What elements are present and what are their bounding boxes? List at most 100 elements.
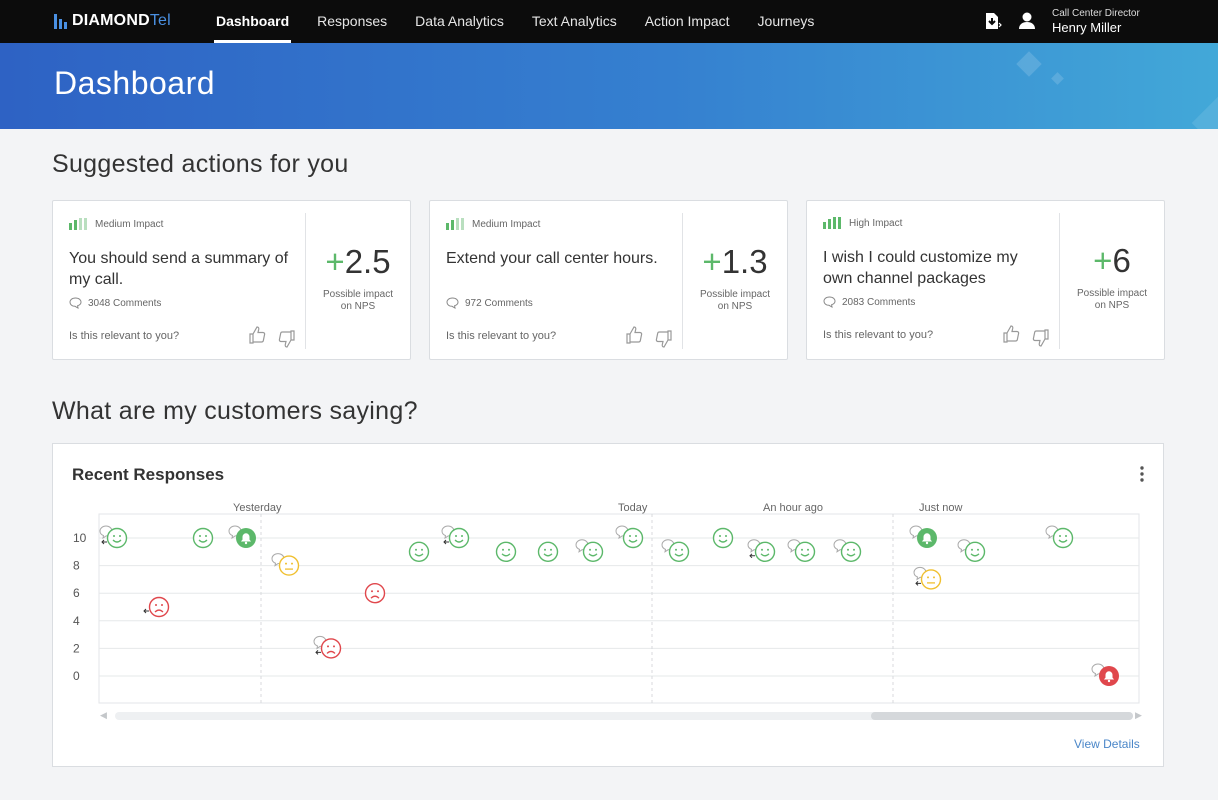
brand-logo[interactable]: DIAMONDTel	[54, 12, 171, 30]
response-marker[interactable]	[228, 525, 256, 548]
action-card[interactable]: Medium Impact You should send a summary …	[52, 200, 411, 360]
user-name: Henry Miller	[1052, 20, 1122, 35]
reply-arrow-icon	[101, 539, 107, 545]
comments-label: 2083 Comments	[842, 296, 916, 308]
impact-level: Medium Impact	[69, 218, 163, 230]
promoter-face-icon	[448, 527, 470, 549]
response-marker[interactable]	[575, 539, 604, 563]
y-tick-label: 10	[73, 531, 87, 545]
response-marker[interactable]	[99, 525, 128, 549]
response-marker[interactable]	[271, 553, 300, 576]
thumbs-up-icon[interactable]	[625, 325, 645, 345]
response-marker[interactable]	[909, 525, 937, 548]
user-info[interactable]: Call Center Director Henry Miller	[1052, 8, 1140, 35]
response-marker[interactable]	[833, 539, 862, 563]
nav-item-text-analytics[interactable]: Text Analytics	[531, 13, 617, 29]
y-tick-label: 2	[73, 641, 80, 655]
promoter-face-icon	[712, 527, 734, 549]
reply-arrow-icon	[749, 553, 755, 559]
promoter-face-icon	[668, 541, 690, 563]
promoter-face-icon	[408, 541, 430, 563]
action-card[interactable]: Medium Impact Extend your call center ho…	[429, 200, 788, 360]
thumbs-down-icon[interactable]	[276, 329, 296, 349]
time-label: Today	[618, 502, 648, 514]
response-marker[interactable]	[1045, 525, 1074, 549]
response-marker[interactable]	[537, 541, 559, 563]
response-marker[interactable]	[615, 525, 644, 549]
nav-item-data-analytics[interactable]: Data Analytics	[415, 13, 504, 29]
response-marker[interactable]	[747, 539, 776, 563]
comments-count[interactable]: 2083 Comments	[823, 296, 915, 308]
promoter-face-icon	[754, 541, 776, 563]
promoter-face-icon	[106, 527, 128, 549]
passive-face-icon	[920, 569, 942, 590]
logo-bars-icon	[54, 13, 67, 29]
comments-count[interactable]: 972 Comments	[446, 297, 533, 309]
y-tick-label: 4	[73, 614, 80, 628]
banner-decoration	[1016, 51, 1042, 77]
response-marker[interactable]	[192, 527, 214, 549]
reply-arrow-icon	[143, 608, 149, 614]
response-marker[interactable]	[495, 541, 517, 563]
panel-title: Recent Responses	[72, 465, 225, 484]
card-divider	[305, 213, 306, 349]
nps-impact-score: +2.5	[325, 243, 391, 280]
impact-bars-icon	[69, 218, 87, 230]
nps-impact-label: Possible impact on NPS	[1076, 288, 1148, 311]
impact-level: High Impact	[823, 217, 902, 229]
scroll-right-arrow[interactable]: ▶	[1135, 710, 1142, 720]
response-marker[interactable]	[441, 525, 470, 549]
user-role: Call Center Director	[1052, 8, 1140, 19]
thumbs-up-icon[interactable]	[1002, 324, 1022, 344]
chart-scrollbar-track[interactable]	[115, 712, 1133, 720]
response-marker[interactable]	[143, 596, 170, 618]
thumbs-down-icon[interactable]	[1030, 328, 1050, 348]
nps-impact-score: +6	[1093, 242, 1131, 279]
time-label: An hour ago	[763, 502, 823, 514]
response-marker[interactable]	[408, 541, 430, 563]
response-marker[interactable]	[913, 566, 942, 590]
download-icon[interactable]	[983, 11, 1003, 31]
recent-responses-panel: Recent Responses 10 8 6 4 2 0 Yesterday Today An…	[52, 443, 1164, 767]
action-card[interactable]: High Impact I wish I could customize my …	[806, 200, 1165, 360]
nps-impact-score: +1.3	[702, 243, 768, 280]
reply-arrow-icon	[315, 650, 321, 655]
relevance-question: Is this relevant to you?	[446, 330, 557, 342]
response-marker[interactable]	[1091, 663, 1119, 686]
comments-label: 3048 Comments	[88, 297, 162, 309]
detractor-face-icon	[148, 596, 170, 618]
banner-decoration	[1191, 94, 1218, 129]
response-marker[interactable]	[313, 635, 342, 659]
view-details-link[interactable]: View Details	[1074, 737, 1140, 751]
passive-face-icon	[278, 555, 300, 576]
response-marker[interactable]	[712, 527, 734, 549]
response-marker[interactable]	[661, 539, 690, 563]
comment-icon	[69, 297, 82, 309]
card-divider	[1059, 213, 1060, 349]
response-marker[interactable]	[957, 539, 986, 563]
response-marker[interactable]	[787, 539, 816, 563]
thumbs-down-icon[interactable]	[653, 329, 673, 349]
reply-arrow-icon	[915, 581, 921, 586]
nav-item-action-impact[interactable]: Action Impact	[644, 13, 730, 29]
promoter-face-icon	[537, 541, 559, 563]
nav-item-journeys[interactable]: Journeys	[757, 13, 815, 29]
promoter-face-icon	[582, 541, 604, 563]
comments-count[interactable]: 3048 Comments	[69, 297, 161, 309]
nav-item-responses[interactable]: Responses	[317, 13, 388, 29]
chart-scrollbar-thumb[interactable]	[871, 712, 1133, 720]
nav-item-dashboard[interactable]: Dashboard	[213, 0, 292, 43]
response-marker[interactable]	[364, 582, 386, 604]
y-tick-label: 8	[73, 559, 80, 573]
reply-arrow-icon	[443, 539, 449, 545]
scroll-left-arrow[interactable]: ◀	[100, 710, 107, 720]
nps-impact-label: Possible impact on NPS	[699, 289, 771, 312]
thumbs-up-icon[interactable]	[248, 325, 268, 345]
brand-name: DIAMONDTel	[72, 12, 171, 29]
responses-scatter-chart: 10 8 6 4 2 0 Yesterday Today An hour ago Just now	[73, 502, 1140, 704]
more-options-icon[interactable]	[1135, 464, 1149, 484]
user-profile-icon[interactable]	[1017, 11, 1037, 31]
impact-label: High Impact	[849, 217, 903, 229]
suggested-actions-heading: Suggested actions for you	[52, 150, 349, 178]
detractor-face-icon	[364, 582, 386, 604]
